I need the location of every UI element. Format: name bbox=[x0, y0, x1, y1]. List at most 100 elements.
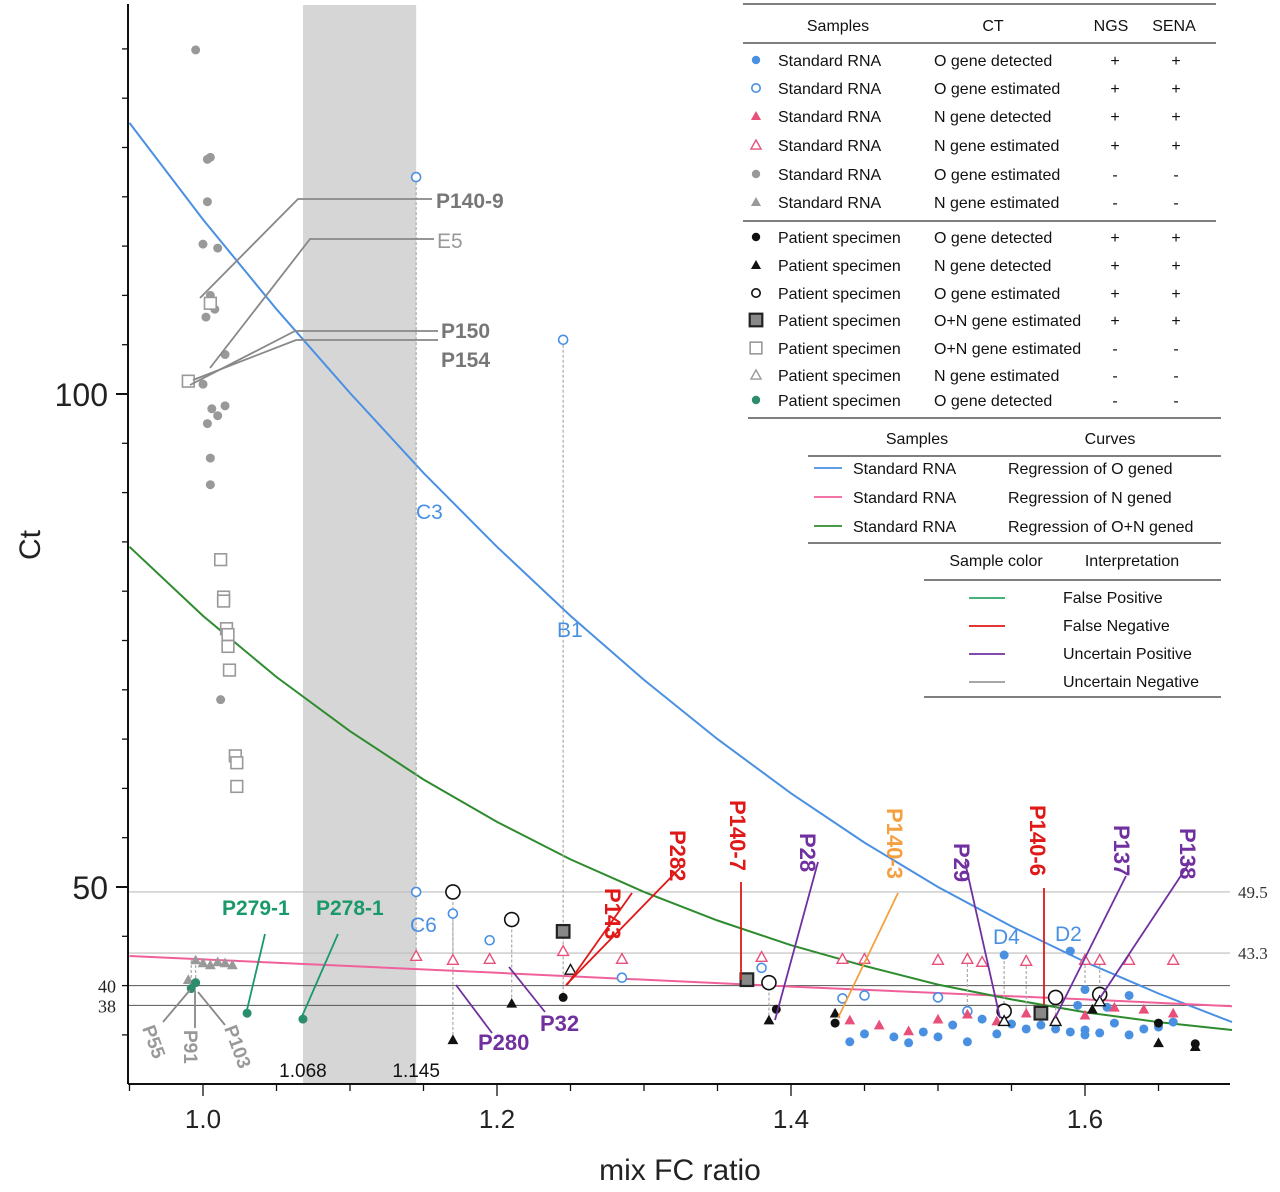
data-point bbox=[1153, 1037, 1164, 1048]
legend-interpretation: Uncertain Positive bbox=[1063, 646, 1192, 663]
legend-sample: Standard RNA bbox=[778, 81, 881, 98]
legend-sample: Patient specimen bbox=[778, 341, 901, 358]
annotation-leader bbox=[566, 892, 633, 986]
regression-curve bbox=[128, 122, 1233, 1024]
legend-ct: N gene detected bbox=[934, 258, 1051, 275]
legend-interpretation: Uncertain Negative bbox=[1063, 674, 1199, 691]
legend-header: Samples bbox=[886, 431, 948, 448]
x-inner-label: 1.068 bbox=[279, 1061, 327, 1082]
data-point bbox=[558, 992, 568, 1002]
data-point bbox=[506, 997, 518, 1008]
data-point bbox=[751, 169, 761, 179]
data-point bbox=[999, 950, 1009, 960]
data-point bbox=[1073, 1000, 1083, 1010]
legend-sample: Patient specimen bbox=[778, 368, 901, 385]
annotation-leader bbox=[199, 198, 432, 299]
data-point bbox=[1095, 1028, 1105, 1038]
y-tick-label: 50 bbox=[72, 870, 108, 906]
data-point bbox=[1020, 1007, 1032, 1018]
data-point bbox=[763, 1014, 775, 1025]
data-point bbox=[1033, 1005, 1049, 1021]
legend-ct: O gene detected bbox=[934, 393, 1052, 410]
data-point bbox=[409, 949, 423, 962]
annotation-leader bbox=[1099, 861, 1191, 999]
data-point bbox=[219, 957, 231, 968]
annotation-leader bbox=[209, 238, 434, 369]
annotation-label: P137 bbox=[1109, 825, 1134, 876]
legend-sample: Standard RNA bbox=[778, 138, 881, 155]
data-point bbox=[445, 884, 461, 900]
data-point bbox=[216, 594, 231, 608]
data-point bbox=[1019, 954, 1033, 966]
data-point bbox=[749, 368, 763, 380]
data-point bbox=[1138, 1003, 1150, 1014]
data-point bbox=[903, 1025, 914, 1036]
legend-ct: O gene estimated bbox=[934, 167, 1060, 184]
legend-sena: - bbox=[1173, 167, 1178, 184]
annotation-label: P138 bbox=[1175, 828, 1200, 879]
data-point bbox=[1086, 1003, 1098, 1014]
data-point bbox=[616, 972, 628, 984]
data-point bbox=[1021, 1024, 1031, 1034]
data-point bbox=[447, 1034, 459, 1045]
annotation-leader bbox=[964, 861, 1001, 1019]
data-point bbox=[216, 695, 226, 705]
data-point bbox=[556, 944, 570, 957]
data-point bbox=[860, 1029, 869, 1039]
data-point bbox=[750, 83, 761, 94]
legend-sample: Patient specimen bbox=[778, 393, 901, 410]
data-point bbox=[557, 334, 569, 346]
legend-ngs: + bbox=[1110, 286, 1119, 303]
legend-curve: Regression of N gened bbox=[1008, 490, 1172, 507]
data-point bbox=[205, 480, 215, 490]
data-point bbox=[204, 959, 216, 970]
legend-ct: N gene estimated bbox=[934, 195, 1059, 212]
data-point bbox=[1047, 989, 1064, 1006]
x-tick-label: 1.0 bbox=[185, 1104, 221, 1134]
data-point bbox=[1124, 1030, 1134, 1040]
legend-ngs: - bbox=[1112, 195, 1117, 212]
data-point bbox=[197, 957, 209, 968]
data-point bbox=[202, 154, 212, 164]
data-point bbox=[213, 552, 228, 567]
data-point bbox=[932, 1013, 944, 1024]
annotation-label: P282 bbox=[665, 830, 690, 881]
data-point bbox=[202, 197, 212, 207]
data-point bbox=[1189, 1041, 1201, 1052]
data-point bbox=[484, 934, 495, 946]
data-point bbox=[222, 663, 237, 677]
data-point bbox=[203, 296, 217, 310]
data-point bbox=[1166, 953, 1180, 965]
data-point bbox=[1093, 994, 1107, 1007]
legend-ct: N gene estimated bbox=[934, 368, 1059, 385]
annotation-label: P103 bbox=[219, 1023, 254, 1072]
data-point bbox=[198, 239, 208, 249]
data-point bbox=[1080, 1030, 1090, 1040]
data-point bbox=[410, 886, 422, 898]
data-point bbox=[213, 411, 223, 421]
legend-sena: + bbox=[1171, 313, 1180, 330]
data-point bbox=[948, 1020, 958, 1030]
annotation-label: C6 bbox=[410, 914, 437, 937]
annotation-label: D2 bbox=[1055, 923, 1082, 946]
data-point bbox=[977, 1014, 987, 1024]
data-point bbox=[750, 287, 761, 298]
legend-sample: Standard RNA bbox=[778, 167, 881, 184]
data-point bbox=[555, 923, 571, 939]
annotation-label: P29 bbox=[949, 843, 974, 882]
legend-sample: Standard RNA bbox=[853, 519, 956, 536]
data-point bbox=[190, 954, 202, 965]
legend-header: Samples bbox=[807, 18, 869, 35]
data-point bbox=[751, 55, 761, 65]
legend-sena: - bbox=[1173, 195, 1178, 212]
data-point bbox=[230, 779, 244, 794]
legend-sena: + bbox=[1171, 53, 1180, 70]
legend-header: CT bbox=[982, 18, 1004, 35]
legend-ngs: - bbox=[1112, 341, 1117, 358]
data-point bbox=[1139, 1024, 1149, 1034]
data-point bbox=[749, 138, 763, 150]
data-point bbox=[933, 1032, 943, 1042]
legend-header: Sample color bbox=[949, 553, 1043, 570]
legend-sample: Patient specimen bbox=[778, 230, 901, 247]
